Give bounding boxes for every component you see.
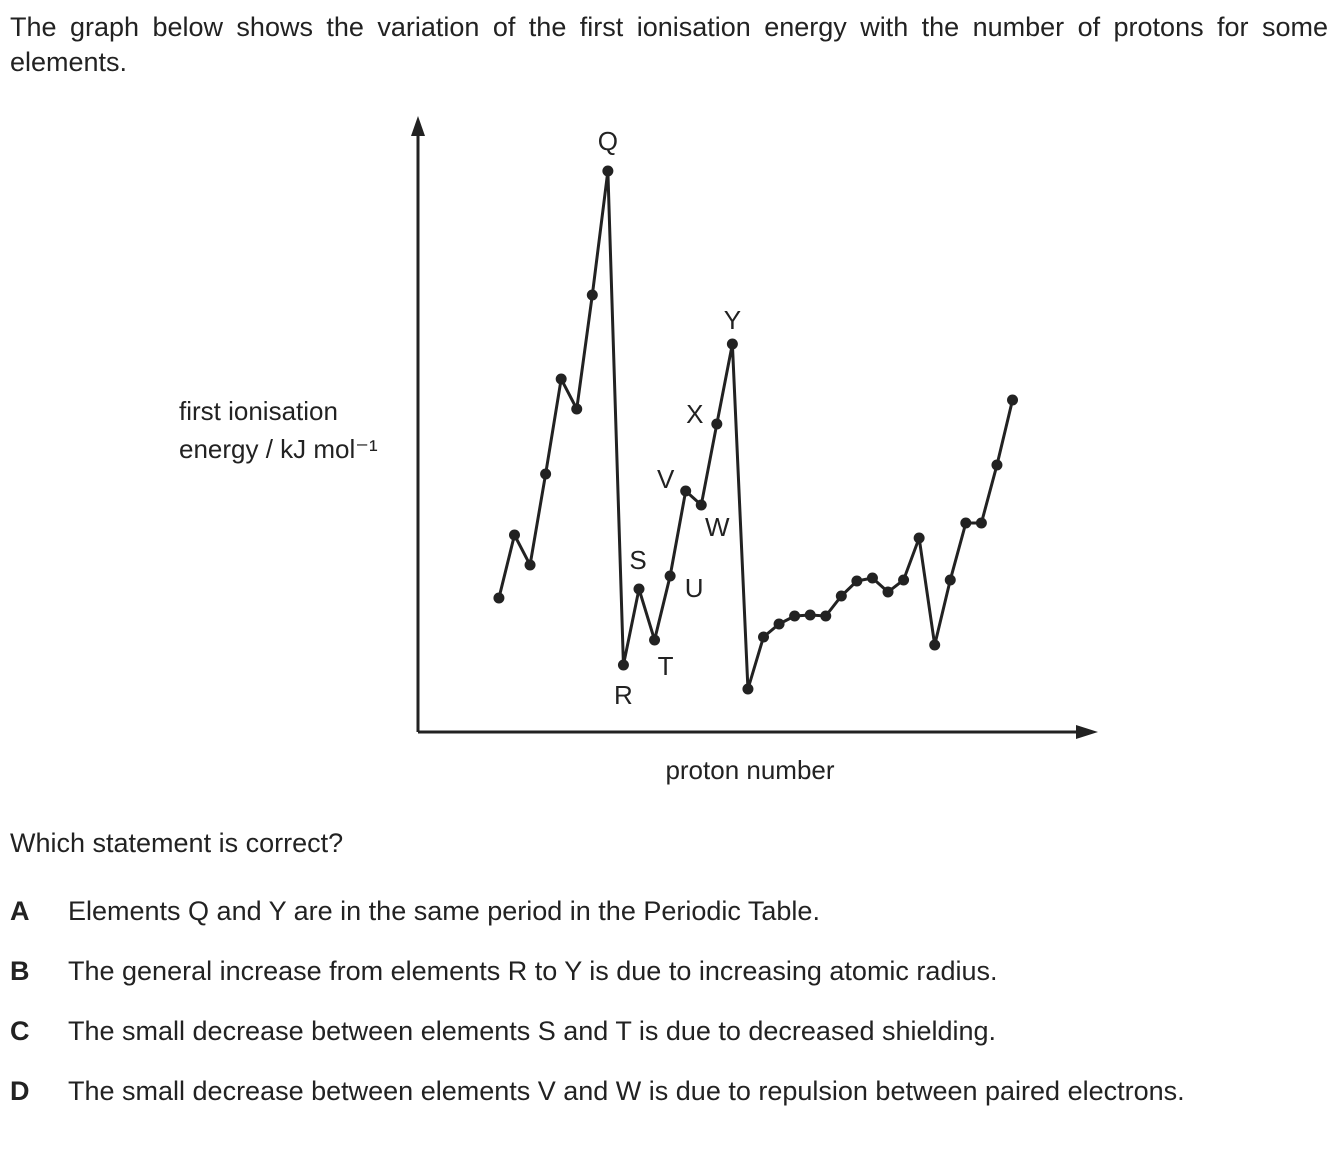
option: C The small decrease between elements S a… <box>10 1013 1328 1049</box>
data-point <box>633 583 645 595</box>
x-axis-arrow <box>1076 725 1098 739</box>
data-point <box>804 609 816 621</box>
option-text: The small decrease between elements S an… <box>68 1016 997 1046</box>
data-point <box>898 574 910 586</box>
data-point <box>835 590 847 602</box>
data-point <box>866 572 878 584</box>
option-letter: C <box>10 1016 30 1046</box>
data-point <box>991 459 1003 471</box>
point-label: T <box>658 651 674 681</box>
data-point <box>929 639 941 651</box>
y-axis-label: first ionisation <box>179 396 338 426</box>
option-text: The general increase from elements R to … <box>68 956 998 986</box>
data-point <box>882 586 894 598</box>
data-point <box>711 418 723 430</box>
data-point <box>758 631 770 643</box>
data-point <box>586 289 598 301</box>
data-point <box>602 165 614 177</box>
option: B The general increase from elements R to… <box>10 953 1328 989</box>
data-point <box>649 634 661 646</box>
data-point <box>571 403 583 415</box>
data-point <box>695 499 707 511</box>
point-label: U <box>685 573 704 603</box>
data-point <box>960 517 972 529</box>
point-label: R <box>614 680 633 710</box>
y-axis-label: energy / kJ mol⁻¹ <box>179 434 378 464</box>
question: Which statement is correct? <box>10 828 344 858</box>
option-text: The small decrease between elements V an… <box>68 1076 1185 1106</box>
point-label: S <box>629 545 646 575</box>
option: D The small decrease between elements V a… <box>10 1073 1328 1109</box>
data-point <box>789 610 801 622</box>
data-point <box>664 570 676 582</box>
point-label: X <box>686 399 703 429</box>
data-point <box>944 574 956 586</box>
point-label: Y <box>724 305 741 335</box>
option: A Elements Q and Y are in the same period… <box>10 893 1328 929</box>
data-point <box>742 683 754 695</box>
option-letter: A <box>10 896 30 926</box>
data-point <box>851 575 863 587</box>
option-text: Elements Q and Y are in the same period … <box>68 896 820 926</box>
data-point <box>913 532 925 544</box>
data-point <box>493 592 505 604</box>
intro-text: The graph below shows the variation of t… <box>10 12 1328 77</box>
chart: first ionisation energy / kJ mol⁻¹ proto… <box>179 116 1098 785</box>
data-point <box>820 610 832 622</box>
data-point <box>524 559 536 571</box>
data-point <box>975 517 987 529</box>
data-point <box>508 529 520 541</box>
data-point <box>773 618 785 630</box>
option-letter: B <box>10 956 30 986</box>
data-point <box>680 485 692 497</box>
y-axis-arrow <box>411 116 425 136</box>
data-point <box>555 373 567 385</box>
data-point <box>1007 394 1019 406</box>
point-label: Q <box>598 126 618 156</box>
point-label: W <box>705 512 730 542</box>
option-letter: D <box>10 1076 30 1106</box>
data-line <box>497 170 1014 690</box>
data-point <box>726 338 738 350</box>
point-label: V <box>657 464 675 494</box>
data-point <box>617 659 629 671</box>
x-axis-label: proton number <box>665 755 834 785</box>
data-point <box>540 468 552 480</box>
